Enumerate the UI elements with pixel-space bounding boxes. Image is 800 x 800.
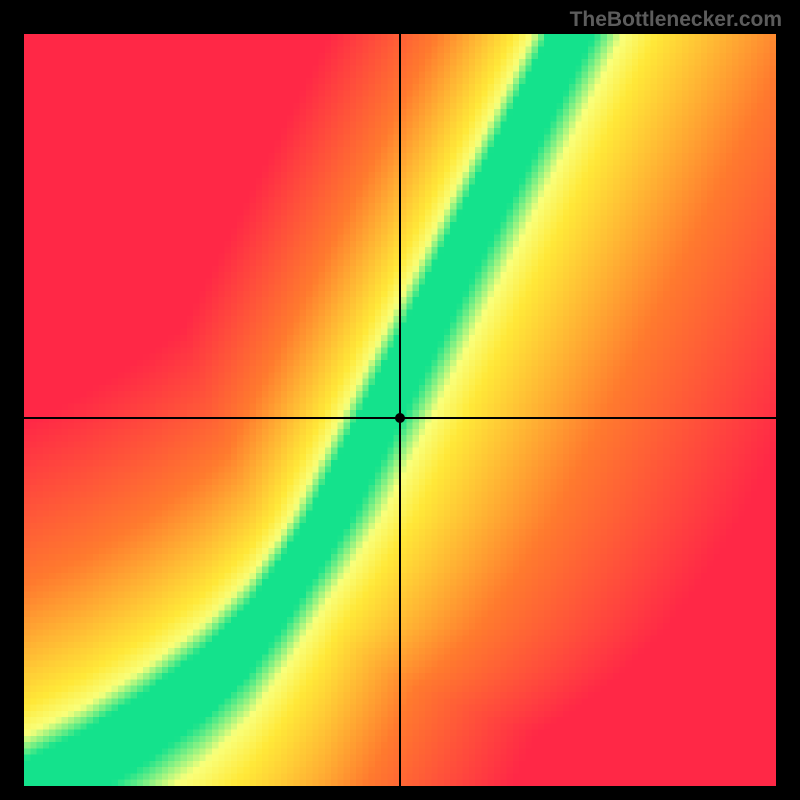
marker-dot	[395, 413, 405, 423]
crosshair-vertical	[399, 34, 401, 786]
attribution-text: TheBottlenecker.com	[570, 8, 782, 32]
heatmap-plot	[24, 34, 776, 786]
